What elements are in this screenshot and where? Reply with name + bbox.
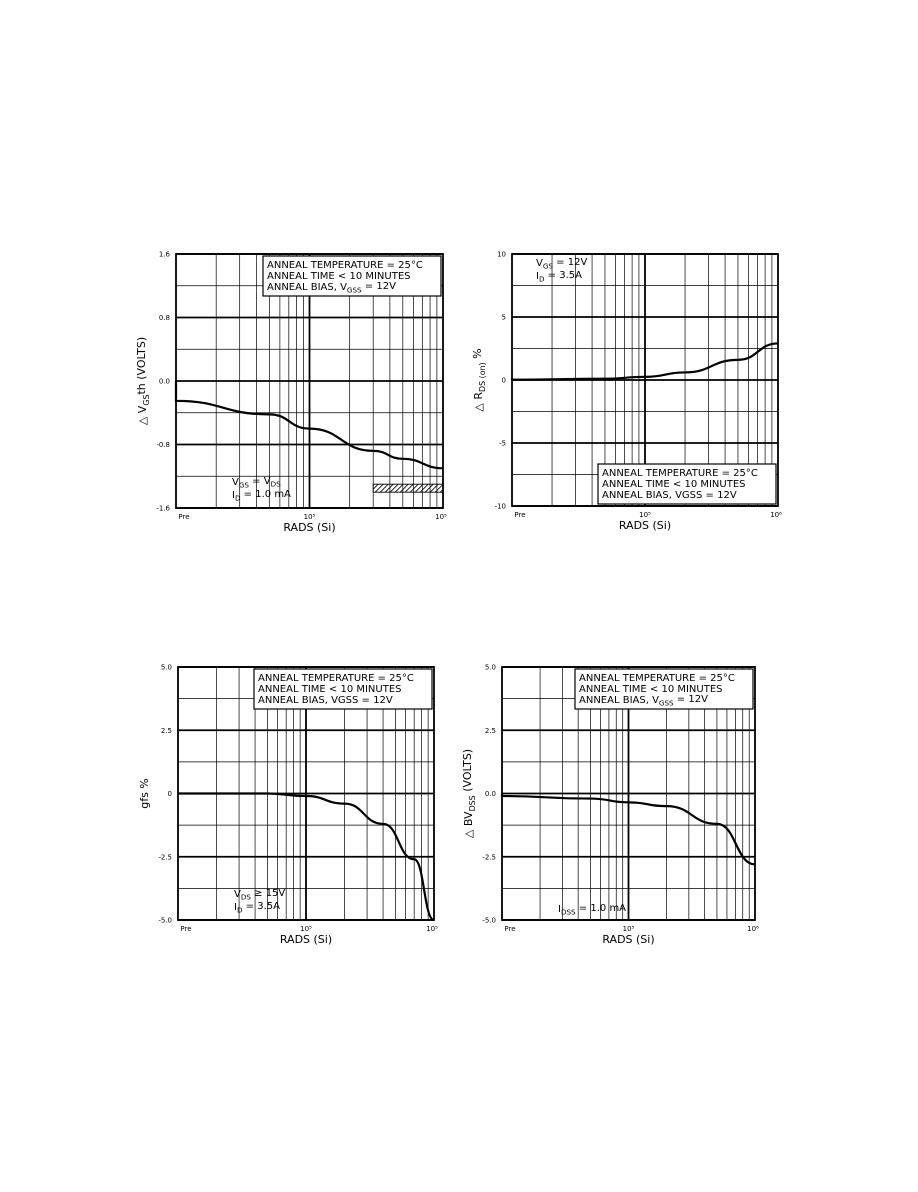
y-tick-label: -0.8 — [156, 441, 170, 449]
test-condition-line: ID​ = 3.5A — [234, 901, 280, 915]
y-tick-label: 0 — [168, 790, 172, 798]
y-tick-label: 0.8 — [159, 314, 170, 322]
anneal-condition-line: ANNEAL TEMPERATURE = 25°C — [267, 260, 423, 271]
x-tick-label: 10⁵ — [300, 925, 312, 933]
x-tick-label: 10⁵ — [426, 925, 438, 933]
test-conditions: VGS​ = VDS​ID​ = 1.0 mA — [232, 476, 291, 503]
y-tick-label: 1.6 — [159, 251, 171, 259]
y-axis-label: △ BVDSS​ (VOLTS) — [461, 749, 477, 838]
y-tick-label: 5.0 — [485, 664, 496, 672]
x-tick-label: 10⁵ — [623, 925, 635, 933]
y-tick-label: 2.5 — [485, 727, 496, 735]
anneal-condition-line: ANNEAL BIAS, VGSS = 12V — [258, 695, 393, 706]
y-tick-label: 0.0 — [159, 378, 170, 386]
y-axis-label: △ VGS​th (VOLTS) — [135, 337, 151, 425]
test-condition-line: VGS​ = 12V — [536, 257, 587, 271]
anneal-condition-line: ANNEAL TIME < 10 MINUTES — [258, 684, 402, 695]
x-axis-label: RADS (Si) — [619, 519, 671, 532]
y-tick-label: 0.0 — [485, 790, 496, 798]
y-tick-label: -2.5 — [482, 853, 496, 861]
chart-2: 10 5 0 -5 -10 Pre 10⁵ 10⁶ RADS (Si) △ RDS (on)​ %… — [471, 251, 782, 533]
y-tick-label: -1.6 — [156, 505, 170, 513]
y-tick-label: 5.0 — [161, 664, 172, 672]
y-axis-label: gfs % — [138, 778, 151, 809]
chart-4: 5.0 2.5 0.0 -2.5 -5.0 Pre 10⁵ 10⁶ RADS (Si) △ BVD… — [461, 664, 759, 947]
x-tick-label: 10⁵ — [304, 513, 316, 521]
x-tick-label: 10⁵ — [639, 511, 651, 519]
x-tick-label: Pre — [514, 511, 525, 519]
x-tick-label: Pre — [178, 513, 189, 521]
y-tick-label: -5.0 — [482, 917, 496, 925]
y-tick-label: -10 — [495, 503, 506, 511]
y-tick-label: 10 — [497, 251, 506, 259]
x-tick-label: Pre — [504, 925, 515, 933]
y-tick-label: -2.5 — [158, 853, 172, 861]
x-tick-label: 10⁶ — [747, 925, 759, 933]
y-tick-label: 5 — [502, 314, 506, 322]
y-axis-label: △ RDS (on)​ % — [471, 348, 487, 411]
anneal-condition-line: ANNEAL TEMPERATURE = 25°C — [258, 673, 414, 684]
anneal-condition-line: ANNEAL TEMPERATURE = 25°C — [602, 468, 758, 479]
y-tick-label: 0 — [502, 377, 506, 385]
x-tick-label: 10⁶ — [770, 511, 782, 519]
y-tick-label: 2.5 — [161, 727, 172, 735]
x-axis-label: RADS (Si) — [280, 933, 332, 946]
x-axis-label: RADS (Si) — [602, 933, 654, 946]
anneal-condition-line: ANNEAL TIME < 10 MINUTES — [602, 479, 746, 490]
anneal-condition-line: ANNEAL TEMPERATURE = 25°C — [579, 673, 735, 684]
x-tick-label: Pre — [180, 925, 191, 933]
test-condition-line: ID​ = 1.0 mA — [232, 489, 291, 503]
y-tick-label: -5 — [499, 440, 506, 448]
shaded-band — [373, 484, 443, 492]
anneal-condition-line: ANNEAL BIAS, VGSS = 12V — [602, 490, 737, 501]
y-tick-label: -5.0 — [158, 917, 172, 925]
x-axis-label: RADS (Si) — [283, 521, 335, 534]
x-tick-label: 10⁵ — [435, 513, 447, 521]
